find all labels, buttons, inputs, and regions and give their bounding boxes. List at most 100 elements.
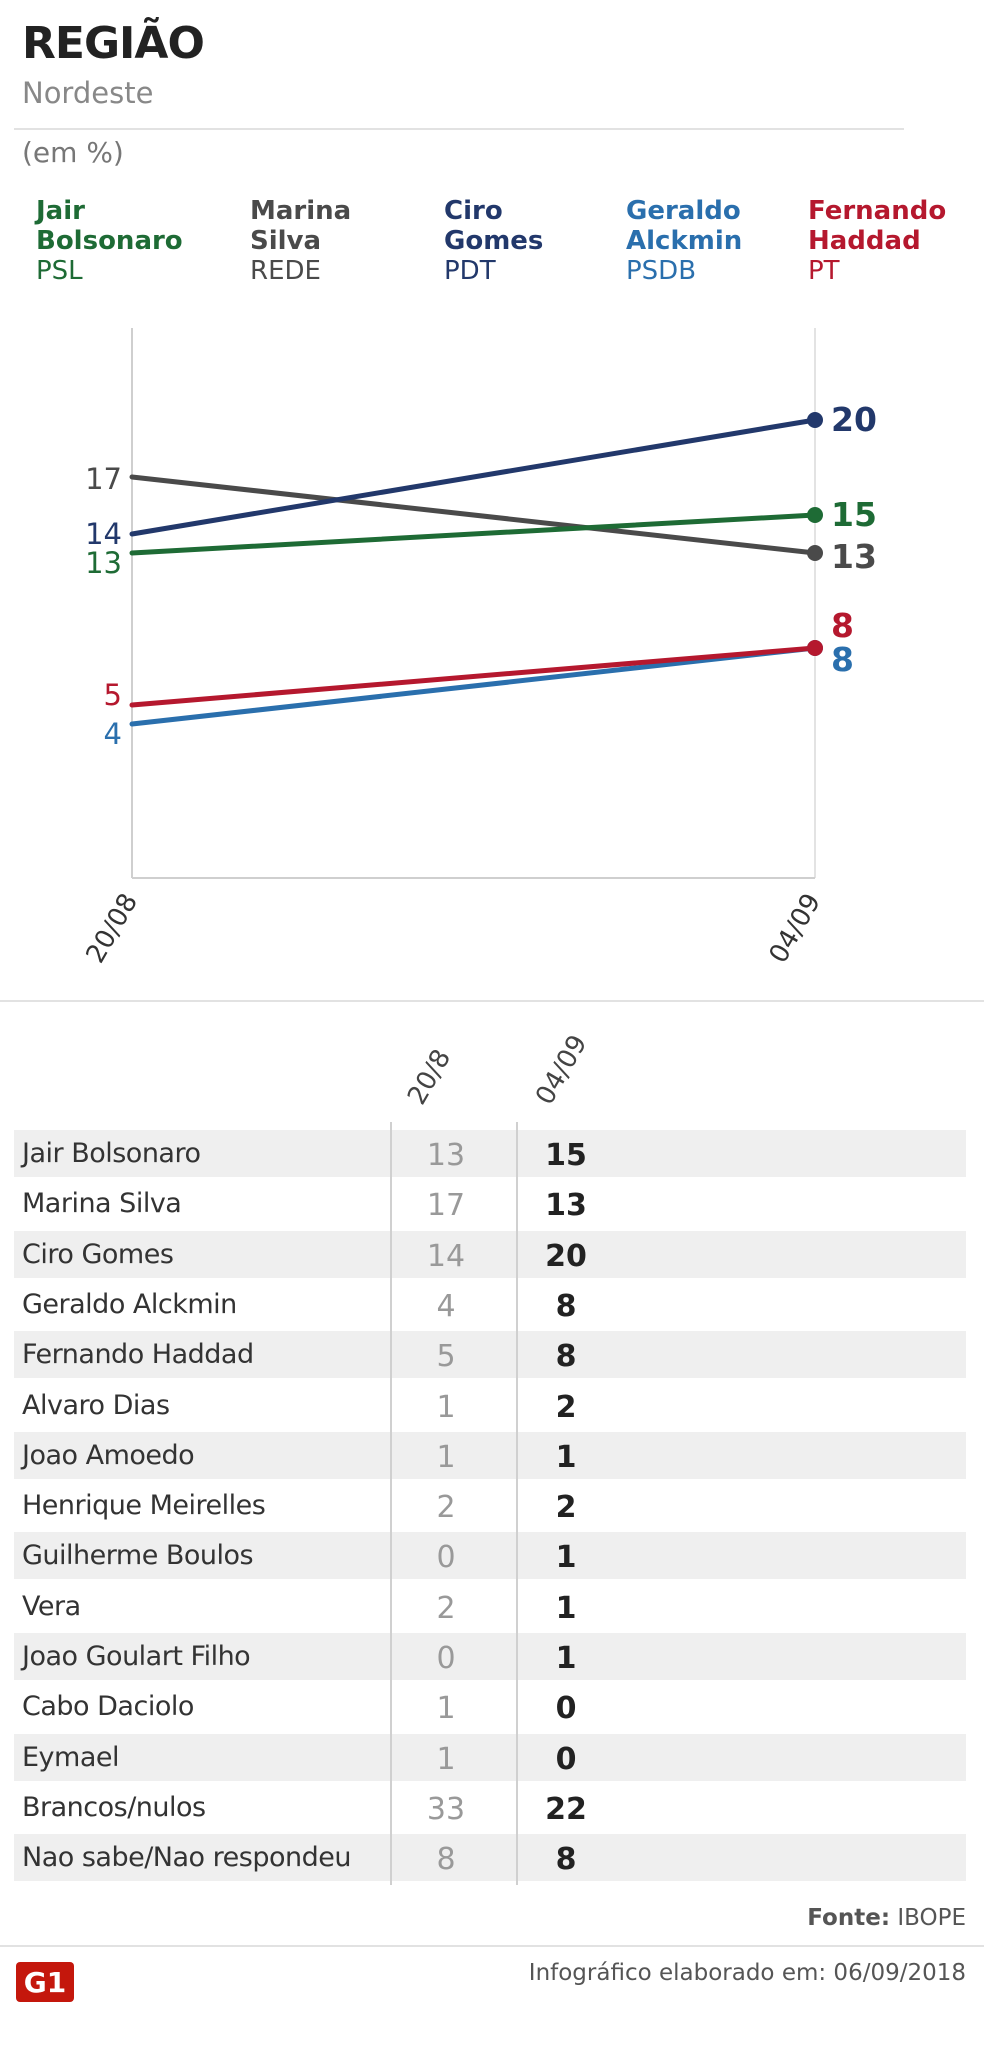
candidate-name: Ciro Gomes	[22, 1238, 174, 1270]
table-row: Ciro Gomes 14 20	[14, 1230, 966, 1278]
value-date-1: 0	[436, 1540, 456, 1576]
column-divider	[516, 1122, 518, 1885]
series-line	[129, 474, 818, 556]
candidate-name: Alvaro Dias	[22, 1389, 170, 1421]
table-row: Fernando Haddad 5 8	[14, 1331, 966, 1379]
end-value-label: 15	[831, 495, 877, 534]
value-date-2: 1	[555, 1590, 577, 1626]
candidate-name: Marina Silva	[22, 1188, 182, 1220]
value-date-1: 1	[436, 1741, 456, 1777]
g1-logo: G1	[16, 1962, 74, 2002]
candidate-name: Vera	[22, 1590, 81, 1622]
table-row: Joao Amoedo 1 1	[14, 1431, 966, 1479]
candidate-name: Joao Goulart Filho	[22, 1641, 251, 1672]
end-value-label: 13	[831, 537, 877, 576]
series-line	[129, 512, 818, 556]
x-tick-label: 20/08	[81, 889, 144, 969]
table-row: Marina Silva 17 13	[14, 1180, 966, 1227]
candidate-name: Jair Bolsonaro	[22, 1138, 201, 1169]
end-value-label: 20	[831, 400, 877, 439]
candidate-name: Cabo Daciolo	[22, 1691, 194, 1723]
value-date-2: 0	[555, 1691, 577, 1727]
value-date-1: 1	[436, 1439, 456, 1475]
legend-item: Fernando Haddad PT	[808, 196, 968, 286]
value-date-2: 2	[555, 1490, 577, 1526]
header-divider	[14, 128, 904, 130]
table-row: Eymael 1 0	[14, 1733, 966, 1781]
legend-item: Jair Bolsonaro PSL	[36, 196, 196, 286]
value-date-1: 14	[426, 1238, 466, 1274]
table-row: Geraldo Alckmin 4 8	[14, 1281, 966, 1328]
value-date-1: 4	[436, 1288, 456, 1324]
legend-item: Ciro Gomes PDT	[444, 196, 604, 286]
series-end-point	[807, 507, 823, 523]
page-subtitle: Nordeste	[22, 76, 154, 110]
legend-item: Marina Silva REDE	[250, 196, 370, 286]
value-date-1: 0	[436, 1641, 456, 1676]
value-date-1: 1	[436, 1691, 456, 1727]
legend-party: REDE	[250, 256, 321, 286]
table-row: Brancos/nulos 33 22	[14, 1784, 966, 1831]
unit-label: (em %)	[22, 136, 124, 169]
candidate-name: Guilherme Boulos	[22, 1540, 254, 1572]
table-row: Jair Bolsonaro 13 15	[14, 1130, 966, 1177]
page-title: REGIÃO	[22, 18, 205, 69]
value-date-2: 13	[545, 1188, 587, 1224]
table-row: Cabo Daciolo 1 0	[14, 1683, 966, 1730]
column-header-date-1: 20/8	[402, 1044, 458, 1110]
svg-text:G1: G1	[24, 1966, 66, 1999]
value-date-2: 8	[555, 1288, 577, 1324]
legend-name: Marina Silva	[250, 196, 352, 256]
legend-item: Geraldo Alckmin PSDB	[626, 196, 786, 286]
candidate-name: Henrique Meirelles	[22, 1490, 266, 1522]
series-line	[129, 417, 818, 537]
value-date-2: 8	[555, 1339, 577, 1375]
value-date-1: 33	[426, 1791, 466, 1827]
table-row: Nao sabe/Nao respondeu 8 8	[14, 1834, 966, 1882]
legend-party: PSL	[36, 256, 83, 286]
value-date-2: 15	[545, 1138, 587, 1173]
start-value-label: 17	[85, 462, 122, 496]
series-line	[129, 645, 818, 727]
value-date-2: 0	[555, 1741, 577, 1777]
series-end-point	[807, 640, 823, 656]
start-value-label: 14	[85, 517, 122, 551]
candidate-name: Fernando Haddad	[22, 1339, 254, 1371]
column-header-date-2: 04/09	[530, 1030, 594, 1110]
legend-name: Jair Bolsonaro	[36, 196, 183, 256]
column-divider	[390, 1122, 392, 1885]
table-row: Guilherme Boulos 0 1	[14, 1532, 966, 1580]
end-value-label: 8	[831, 640, 854, 679]
candidate-name: Geraldo Alckmin	[22, 1288, 237, 1320]
series-end-point	[807, 412, 823, 428]
legend-party: PSDB	[626, 256, 697, 286]
table-row: Alvaro Dias 1 2	[14, 1382, 966, 1429]
value-date-2: 20	[545, 1238, 587, 1274]
value-date-1: 8	[436, 1842, 456, 1878]
value-date-1: 5	[436, 1339, 456, 1375]
value-date-2: 1	[555, 1439, 577, 1475]
table-row: Henrique Meirelles 2 2	[14, 1482, 966, 1529]
value-date-2: 22	[545, 1791, 587, 1827]
candidate-name: Brancos/nulos	[22, 1791, 206, 1823]
legend-name: Ciro Gomes	[444, 196, 544, 256]
legend-name: Fernando Haddad	[808, 196, 947, 256]
value-date-1: 2	[436, 1490, 456, 1526]
value-date-1: 13	[426, 1138, 466, 1173]
legend-party: PDT	[444, 256, 496, 286]
x-tick-label: 04/09	[764, 889, 827, 969]
footer-divider	[0, 1945, 984, 1947]
value-date-1: 17	[426, 1188, 466, 1224]
candidate-name: Nao sabe/Nao respondeu	[22, 1842, 351, 1874]
value-date-2: 2	[555, 1389, 577, 1425]
start-value-label: 13	[85, 546, 122, 580]
value-date-1: 1	[436, 1389, 456, 1425]
series-end-point	[807, 545, 823, 561]
series-line	[129, 645, 818, 708]
candidate-name: Joao Amoedo	[22, 1439, 195, 1471]
value-date-2: 1	[555, 1641, 577, 1676]
start-value-label: 4	[104, 717, 122, 751]
credit-note: Infográfico elaborado em: 06/09/2018	[528, 1960, 966, 1986]
source-note: Fonte: IBOPE	[807, 1905, 966, 1931]
